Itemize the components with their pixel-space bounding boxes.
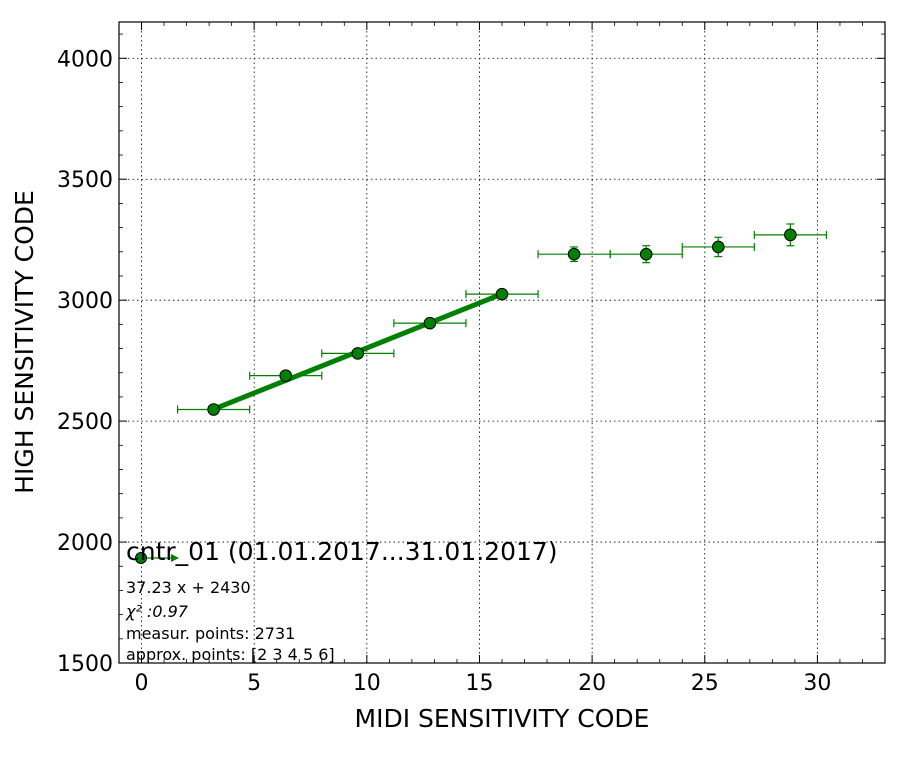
approx-points-note: approx. points: [2 3 4 5 6] [126, 645, 335, 664]
plot-frame [118, 21, 886, 664]
x-tick-label: 5 [247, 671, 261, 696]
data-point [711, 240, 725, 254]
fit-equation: 37.23 x + 2430 [126, 578, 251, 597]
x-tick-label: 15 [465, 671, 493, 696]
y-tick-label: 3500 [57, 168, 113, 193]
legend-marker [135, 552, 147, 564]
data-point [423, 316, 437, 330]
x-tick-label: 25 [691, 671, 719, 696]
data-point [639, 247, 653, 261]
data-point [495, 287, 509, 301]
y-tick-label: 1500 [57, 652, 113, 677]
fit-annotations: 37.23 x + 2430 χ² :0.97 measur. points: … [125, 578, 335, 664]
y-tick-labels: 1500 2000 2500 3000 3500 4000 [57, 47, 113, 677]
x-tick-label: 20 [578, 671, 606, 696]
y-tick-label: 3000 [57, 289, 113, 314]
chi-square-note: χ² :0.97 [125, 602, 189, 621]
measured-points-note: measur. points: 2731 [126, 624, 295, 643]
major-ticks [119, 22, 885, 664]
data-point [567, 247, 581, 261]
data-point [351, 347, 365, 360]
x-tick-label: 30 [803, 671, 831, 696]
x-axis-label: MIDI SENSITIVITY CODE [355, 704, 650, 733]
x-tick-label: 0 [135, 671, 149, 696]
legend-arrow-icon [171, 554, 179, 562]
data-point [207, 403, 220, 416]
legend: cntr_01 (01.01.2017...31.01.2017) [126, 537, 558, 566]
y-tick-label: 2500 [57, 410, 113, 435]
y-tick-label: 2000 [57, 531, 113, 556]
y-axis-label: HIGH SENSITIVITY CODE [10, 190, 39, 494]
data-points [207, 228, 797, 416]
legend-label: cntr_01 (01.01.2017...31.01.2017) [126, 537, 558, 566]
data-point [279, 369, 293, 382]
plot-background [119, 22, 885, 663]
x-tick-labels: 0 5 10 15 20 25 30 [135, 671, 832, 696]
y-tick-label: 4000 [57, 47, 113, 72]
data-point [784, 228, 797, 242]
x-tick-label: 10 [353, 671, 381, 696]
